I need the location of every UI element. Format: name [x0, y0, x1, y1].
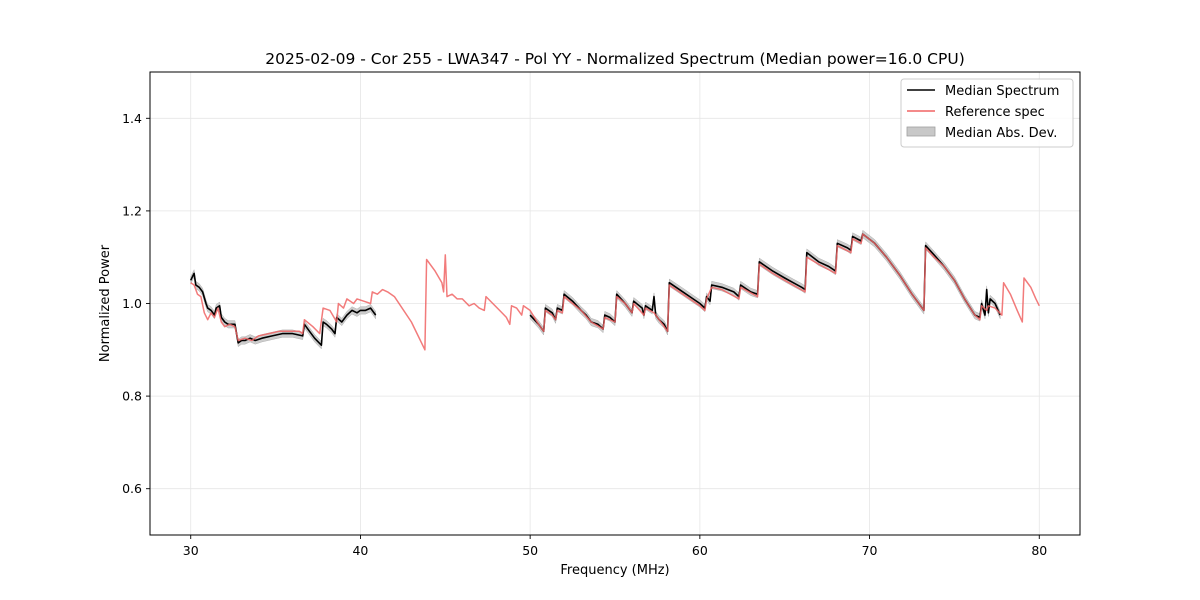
plot-area [189, 229, 1040, 351]
legend-reference-label: Reference spec [945, 105, 1045, 120]
x-axis-label: Frequency (MHz) [560, 563, 669, 578]
y-tick-label: 1.4 [122, 111, 142, 126]
legend: Median Spectrum Reference spec Median Ab… [900, 78, 1074, 148]
y-tick-label: 1.2 [122, 203, 142, 218]
legend-mad-label: Median Abs. Dev. [945, 126, 1057, 141]
y-tick-label: 0.8 [122, 389, 142, 404]
reference-spectrum-line [190, 233, 1040, 351]
median-spectrum-line [189, 272, 377, 347]
y-tick-label: 0.6 [122, 481, 142, 496]
x-tick-label: 80 [1031, 543, 1047, 558]
x-tick-label: 30 [183, 543, 199, 558]
mad-band [190, 268, 376, 350]
axis-ticks: 30 40 50 60 70 80 0.6 0.8 1.0 1.2 1.4 [122, 111, 1047, 558]
legend-mad-swatch [906, 126, 936, 137]
x-tick-label: 50 [522, 543, 538, 558]
chart-title: 2025-02-09 - Cor 255 - LWA347 - Pol YY -… [265, 50, 965, 68]
x-tick-label: 70 [862, 543, 878, 558]
y-axis-label: Normalized Power [98, 244, 113, 362]
y-tick-label: 1.0 [122, 296, 142, 311]
x-tick-label: 60 [692, 543, 708, 558]
x-tick-label: 40 [352, 543, 368, 558]
legend-box [900, 78, 1074, 148]
legend-median-label: Median Spectrum [945, 84, 1059, 99]
